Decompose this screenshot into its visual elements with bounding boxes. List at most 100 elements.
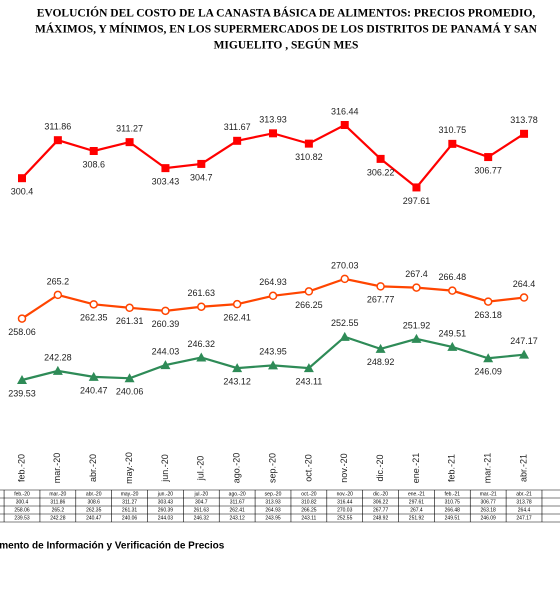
- data-label: 308.6: [82, 159, 105, 169]
- table-header: mar.-21: [480, 491, 497, 497]
- marker: [412, 283, 421, 292]
- table-cell: 300.4: [16, 499, 29, 505]
- marker: [483, 297, 493, 306]
- marker: [376, 154, 385, 163]
- x-tick-label: nov.-20: [339, 453, 349, 482]
- x-tick-label: sep.-20: [267, 453, 277, 483]
- data-label: 243.12: [223, 376, 251, 386]
- data-label: 306.77: [474, 165, 502, 175]
- marker: [160, 360, 171, 370]
- x-tick-label: jul.-20: [196, 456, 206, 482]
- data-label: 267.77: [367, 295, 395, 305]
- table-cell: 243.95: [265, 515, 281, 521]
- table-header: ago.-20: [229, 491, 246, 497]
- data-label: 262.35: [80, 313, 108, 323]
- marker: [447, 341, 458, 351]
- table-cell: 267.77: [373, 507, 389, 513]
- marker: [268, 291, 278, 301]
- x-tick-label: ago.-20: [232, 453, 242, 484]
- marker: [197, 159, 206, 168]
- data-label: 304.7: [190, 172, 213, 182]
- data-label: 248.92: [367, 357, 395, 367]
- table-cell: 263.18: [481, 507, 497, 513]
- table-cell: 266.48: [445, 507, 461, 513]
- table-cell: 243.11: [301, 515, 316, 521]
- table-cell: 242.28: [50, 515, 66, 521]
- table-cell: 262.35: [86, 507, 102, 513]
- marker: [269, 129, 278, 138]
- table-cell: 306.77: [481, 499, 497, 505]
- marker: [88, 371, 99, 381]
- data-label: 311.86: [44, 122, 71, 132]
- table-header: mar.-20: [49, 491, 66, 497]
- marker: [53, 290, 63, 300]
- table-cell: 310.75: [445, 499, 461, 505]
- x-tick-label: oct.-20: [303, 454, 313, 482]
- data-label: 246.09: [474, 367, 502, 377]
- table-cell: 261.63: [194, 507, 210, 513]
- marker: [196, 352, 207, 362]
- table-cell: 249.51: [445, 515, 461, 521]
- data-label: 313.78: [510, 115, 538, 125]
- data-label: 243.95: [259, 347, 287, 357]
- x-tick-label: ene.-21: [411, 453, 421, 484]
- table-cell: 311.27: [122, 499, 137, 505]
- table-cell: 310.82: [301, 499, 317, 505]
- marker: [375, 343, 386, 353]
- data-label: 243.11: [295, 377, 322, 387]
- table-cell: 239.53: [14, 515, 30, 521]
- data-label: 261.31: [116, 316, 144, 326]
- x-tick-label: may.-20: [124, 452, 134, 484]
- table-cell: 252.55: [337, 515, 353, 521]
- data-label: 266.48: [439, 272, 467, 282]
- data-label: 242.28: [44, 352, 72, 362]
- table-cell: 313.93: [265, 499, 281, 505]
- marker: [125, 303, 134, 313]
- table-cell: 247.17: [516, 515, 532, 521]
- table-cell: 240.06: [122, 515, 138, 521]
- marker: [340, 121, 349, 129]
- data-label: 252.55: [331, 318, 359, 328]
- table-header: jun.-20: [157, 491, 174, 497]
- data-label: 265.2: [47, 276, 70, 286]
- marker: [484, 153, 493, 162]
- table-cell: 267.4: [410, 507, 423, 513]
- marker: [232, 363, 243, 373]
- table-header: abr.-21: [516, 491, 532, 497]
- marker: [268, 360, 279, 370]
- table-cell: 316.44: [337, 499, 353, 505]
- data-label: 267.4: [405, 269, 428, 279]
- marker: [411, 333, 422, 343]
- table-cell: 311.86: [50, 499, 65, 505]
- marker: [304, 287, 314, 296]
- table-cell: 311.67: [230, 499, 245, 505]
- marker: [483, 353, 494, 363]
- data-label: 240.47: [80, 385, 108, 395]
- table-header: jul.-20: [193, 491, 208, 497]
- data-label: 240.06: [116, 387, 144, 397]
- table-header: oct.-20: [301, 491, 317, 497]
- table-cell: 265.2: [52, 507, 65, 513]
- chart-title: MIGUELITO , SEGÚN MES: [214, 38, 359, 52]
- marker: [124, 373, 135, 383]
- table-cell: 246.32: [194, 515, 210, 521]
- data-label: 249.51: [439, 328, 467, 338]
- x-tick-label: mar.-20: [52, 453, 62, 484]
- marker: [161, 164, 170, 173]
- marker: [18, 174, 26, 183]
- table-cell: 297.61: [409, 499, 425, 505]
- marker: [17, 314, 27, 323]
- chart-title: EVOLUCIÓN DEL COSTO DE LA CANASTA BÁSICA…: [37, 6, 536, 20]
- table-cell: 266.25: [301, 507, 317, 513]
- table-header: may.-20: [121, 491, 139, 497]
- data-label: 264.4: [513, 279, 536, 289]
- table-cell: 270.03: [337, 507, 353, 513]
- data-label: 246.32: [188, 339, 216, 349]
- marker: [52, 365, 63, 375]
- table-cell: 244.03: [158, 515, 174, 521]
- table-cell: 313.78: [516, 499, 532, 505]
- marker: [339, 331, 350, 341]
- table-header: nov.-20: [337, 491, 354, 497]
- data-label: 262.41: [223, 313, 251, 323]
